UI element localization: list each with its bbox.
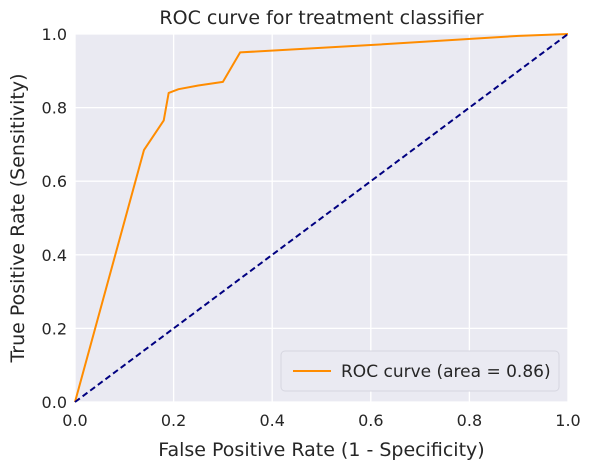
x-tick-label: 0.8 <box>457 411 482 430</box>
x-tick-label: 0.0 <box>62 411 87 430</box>
chart-title: ROC curve for treatment classifier <box>159 7 483 29</box>
grid-lines <box>74 33 569 403</box>
y-tick-label: 0.8 <box>42 99 67 118</box>
y-tick-label: 0.6 <box>42 172 67 191</box>
chance-diagonal-line <box>74 33 569 403</box>
x-tick-label: 1.0 <box>555 411 580 430</box>
legend: ROC curve (area = 0.86) <box>280 350 560 392</box>
y-axis-label: True Positive Rate (Sensitivity) <box>7 73 29 363</box>
roc-curve-line <box>74 33 569 403</box>
y-tick-label: 0.0 <box>42 393 67 412</box>
tick-labels: 0.0 0.2 0.4 0.6 0.8 1.0 0.0 0.2 0.4 0.6 0.8 1.0 <box>42 25 581 430</box>
legend-box <box>280 350 560 392</box>
x-tick-label: 0.6 <box>358 411 383 430</box>
x-tick-label: 0.4 <box>259 411 284 430</box>
y-tick-label: 1.0 <box>42 25 67 44</box>
x-tick-label: 0.2 <box>161 411 186 430</box>
y-tick-label: 0.4 <box>42 246 67 265</box>
y-tick-label: 0.2 <box>42 319 67 338</box>
series-lines <box>74 33 569 403</box>
x-axis-label: False Positive Rate (1 - Specificity) <box>158 439 484 461</box>
legend-label: ROC curve (area = 0.86) <box>341 362 551 382</box>
